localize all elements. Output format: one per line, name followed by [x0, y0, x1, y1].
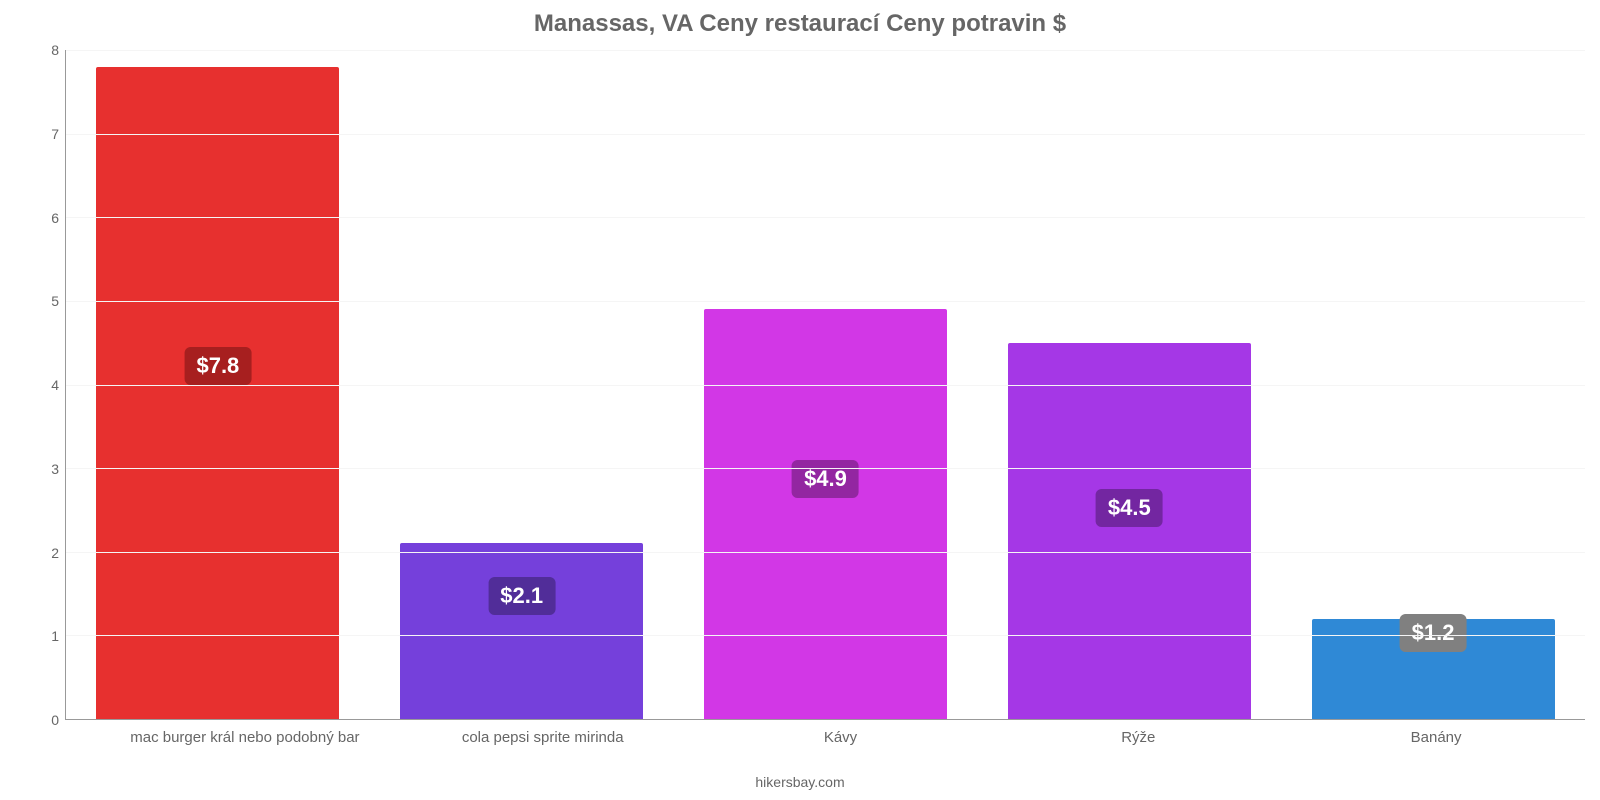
gridline	[66, 301, 1585, 302]
gridline	[66, 134, 1585, 135]
bar: $4.9	[704, 309, 947, 719]
bar: $4.5	[1008, 343, 1251, 719]
y-tick-label: 7	[51, 126, 59, 142]
y-axis: 012345678	[35, 50, 65, 720]
y-tick-label: 1	[51, 628, 59, 644]
bar: $1.2	[1312, 619, 1555, 719]
x-axis-label: cola pepsi sprite mirinda	[394, 729, 692, 746]
gridline	[66, 385, 1585, 386]
price-bar-chart: Manassas, VA Ceny restaurací Ceny potrav…	[0, 0, 1600, 800]
bar-value-badge: $4.5	[1096, 489, 1163, 527]
gridline	[66, 635, 1585, 636]
y-tick-label: 2	[51, 545, 59, 561]
x-axis-labels: mac burger král nebo podobný barcola pep…	[96, 729, 1585, 746]
bar: $2.1	[400, 543, 643, 719]
y-tick-label: 4	[51, 377, 59, 393]
bar-value-badge: $2.1	[488, 577, 555, 615]
plot-area: 012345678 $7.8$2.1$4.9$4.5$1.2 mac burge…	[35, 50, 1585, 720]
chart-credit: hikersbay.com	[0, 774, 1600, 790]
chart-title: Manassas, VA Ceny restaurací Ceny potrav…	[0, 0, 1600, 38]
grid-area: $7.8$2.1$4.9$4.5$1.2 mac burger král neb…	[65, 50, 1585, 720]
x-axis-label: Rýže	[989, 729, 1287, 746]
gridline	[66, 468, 1585, 469]
x-axis-label: mac burger král nebo podobný bar	[96, 729, 394, 746]
bar-value-badge: $4.9	[792, 460, 859, 498]
bar: $7.8	[96, 67, 339, 719]
gridline	[66, 217, 1585, 218]
x-axis-label: Banány	[1287, 729, 1585, 746]
y-tick-label: 6	[51, 210, 59, 226]
bar-value-badge: $7.8	[184, 347, 251, 385]
y-tick-label: 5	[51, 293, 59, 309]
x-axis-label: Kávy	[692, 729, 990, 746]
y-tick-label: 3	[51, 461, 59, 477]
y-tick-label: 0	[51, 712, 59, 728]
gridline	[66, 50, 1585, 51]
bar-value-badge: $1.2	[1400, 614, 1467, 652]
y-tick-label: 8	[51, 42, 59, 58]
gridline	[66, 552, 1585, 553]
